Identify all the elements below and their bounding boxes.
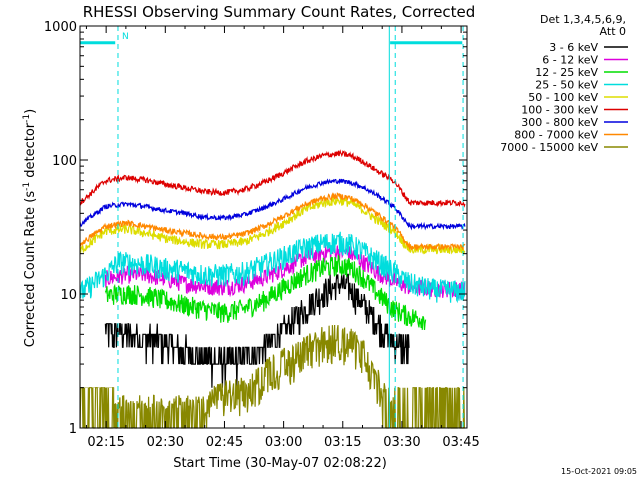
- chart-title: RHESSI Observing Summary Count Rates, Co…: [83, 3, 476, 21]
- series-line-6: [79, 149, 466, 208]
- series-8: [79, 192, 466, 252]
- y-axis-label-sup1: -1: [22, 182, 32, 191]
- legend-label-1: 3 - 6 keV: [549, 41, 598, 54]
- legend-label-6: 100 - 300 keV: [521, 104, 598, 117]
- y-tick-label-1: 1: [69, 422, 77, 437]
- legend-header-detectors: Det 1,3,4,5,6,9,: [540, 13, 626, 26]
- x-tick-label-5: 03:15: [324, 435, 361, 450]
- axes-layer: 02:15 02:30 02:45 03:00 03:15 03:30 03:45 1 10 10…: [44, 20, 480, 450]
- x-axis-label: Start Time (30-May-07 02:08:22): [173, 456, 387, 471]
- x-tick-label-1: 02:15: [87, 435, 124, 450]
- saa-layer: N: [80, 26, 464, 428]
- series-line-7: [79, 178, 466, 231]
- legend-label-3: 12 - 25 keV: [535, 66, 598, 79]
- y-axis-label-part3: ): [23, 109, 38, 114]
- x-tick-label-2: 02:30: [147, 435, 184, 450]
- legend-label-7: 300 - 800 keV: [521, 116, 598, 129]
- y-axis-label-sup2: -1: [22, 114, 32, 123]
- series-line-4: [79, 231, 466, 304]
- series-7: [79, 178, 466, 231]
- series-line-1: [104, 273, 410, 388]
- legend-label-8: 800 - 7000 keV: [514, 129, 598, 142]
- y-tick-label-4: 1000: [44, 20, 77, 35]
- y-axis-label: Corrected Count Rate (s-1 detector-1): [22, 109, 38, 347]
- series-1: [104, 273, 410, 388]
- y-axis-label-part2: detector: [23, 122, 38, 182]
- y-axis-label-part1: Corrected Count Rate (s: [23, 191, 38, 348]
- legend-label-4: 25 - 50 keV: [535, 79, 598, 92]
- y-tick-label-2: 10: [60, 288, 77, 303]
- series-4: [79, 231, 466, 304]
- footer-timestamp: 15-Oct-2021 09:05: [561, 467, 637, 476]
- series-3: [104, 254, 427, 330]
- plot-frame: [79, 25, 468, 429]
- series-line-3: [104, 254, 427, 330]
- night-marker-label: N: [122, 32, 129, 42]
- series-layer: [79, 149, 466, 429]
- y-tick-label-3: 100: [52, 154, 77, 169]
- x-tick-label-4: 03:00: [265, 435, 302, 450]
- legend-label-2: 6 - 12 keV: [542, 54, 598, 67]
- x-tick-label-3: 02:45: [206, 435, 243, 450]
- legend-label-5: 50 - 100 keV: [528, 91, 598, 104]
- legend-label-9: 7000 - 15000 keV: [500, 141, 598, 154]
- series-5: [79, 196, 466, 255]
- legend-header-attenuator: Att 0: [600, 25, 626, 38]
- series-6: [79, 149, 466, 208]
- series-line-8: [79, 192, 466, 252]
- series-line-5: [79, 196, 466, 255]
- x-tick-label-7: 03:45: [442, 435, 479, 450]
- x-tick-label-6: 03:30: [383, 435, 420, 450]
